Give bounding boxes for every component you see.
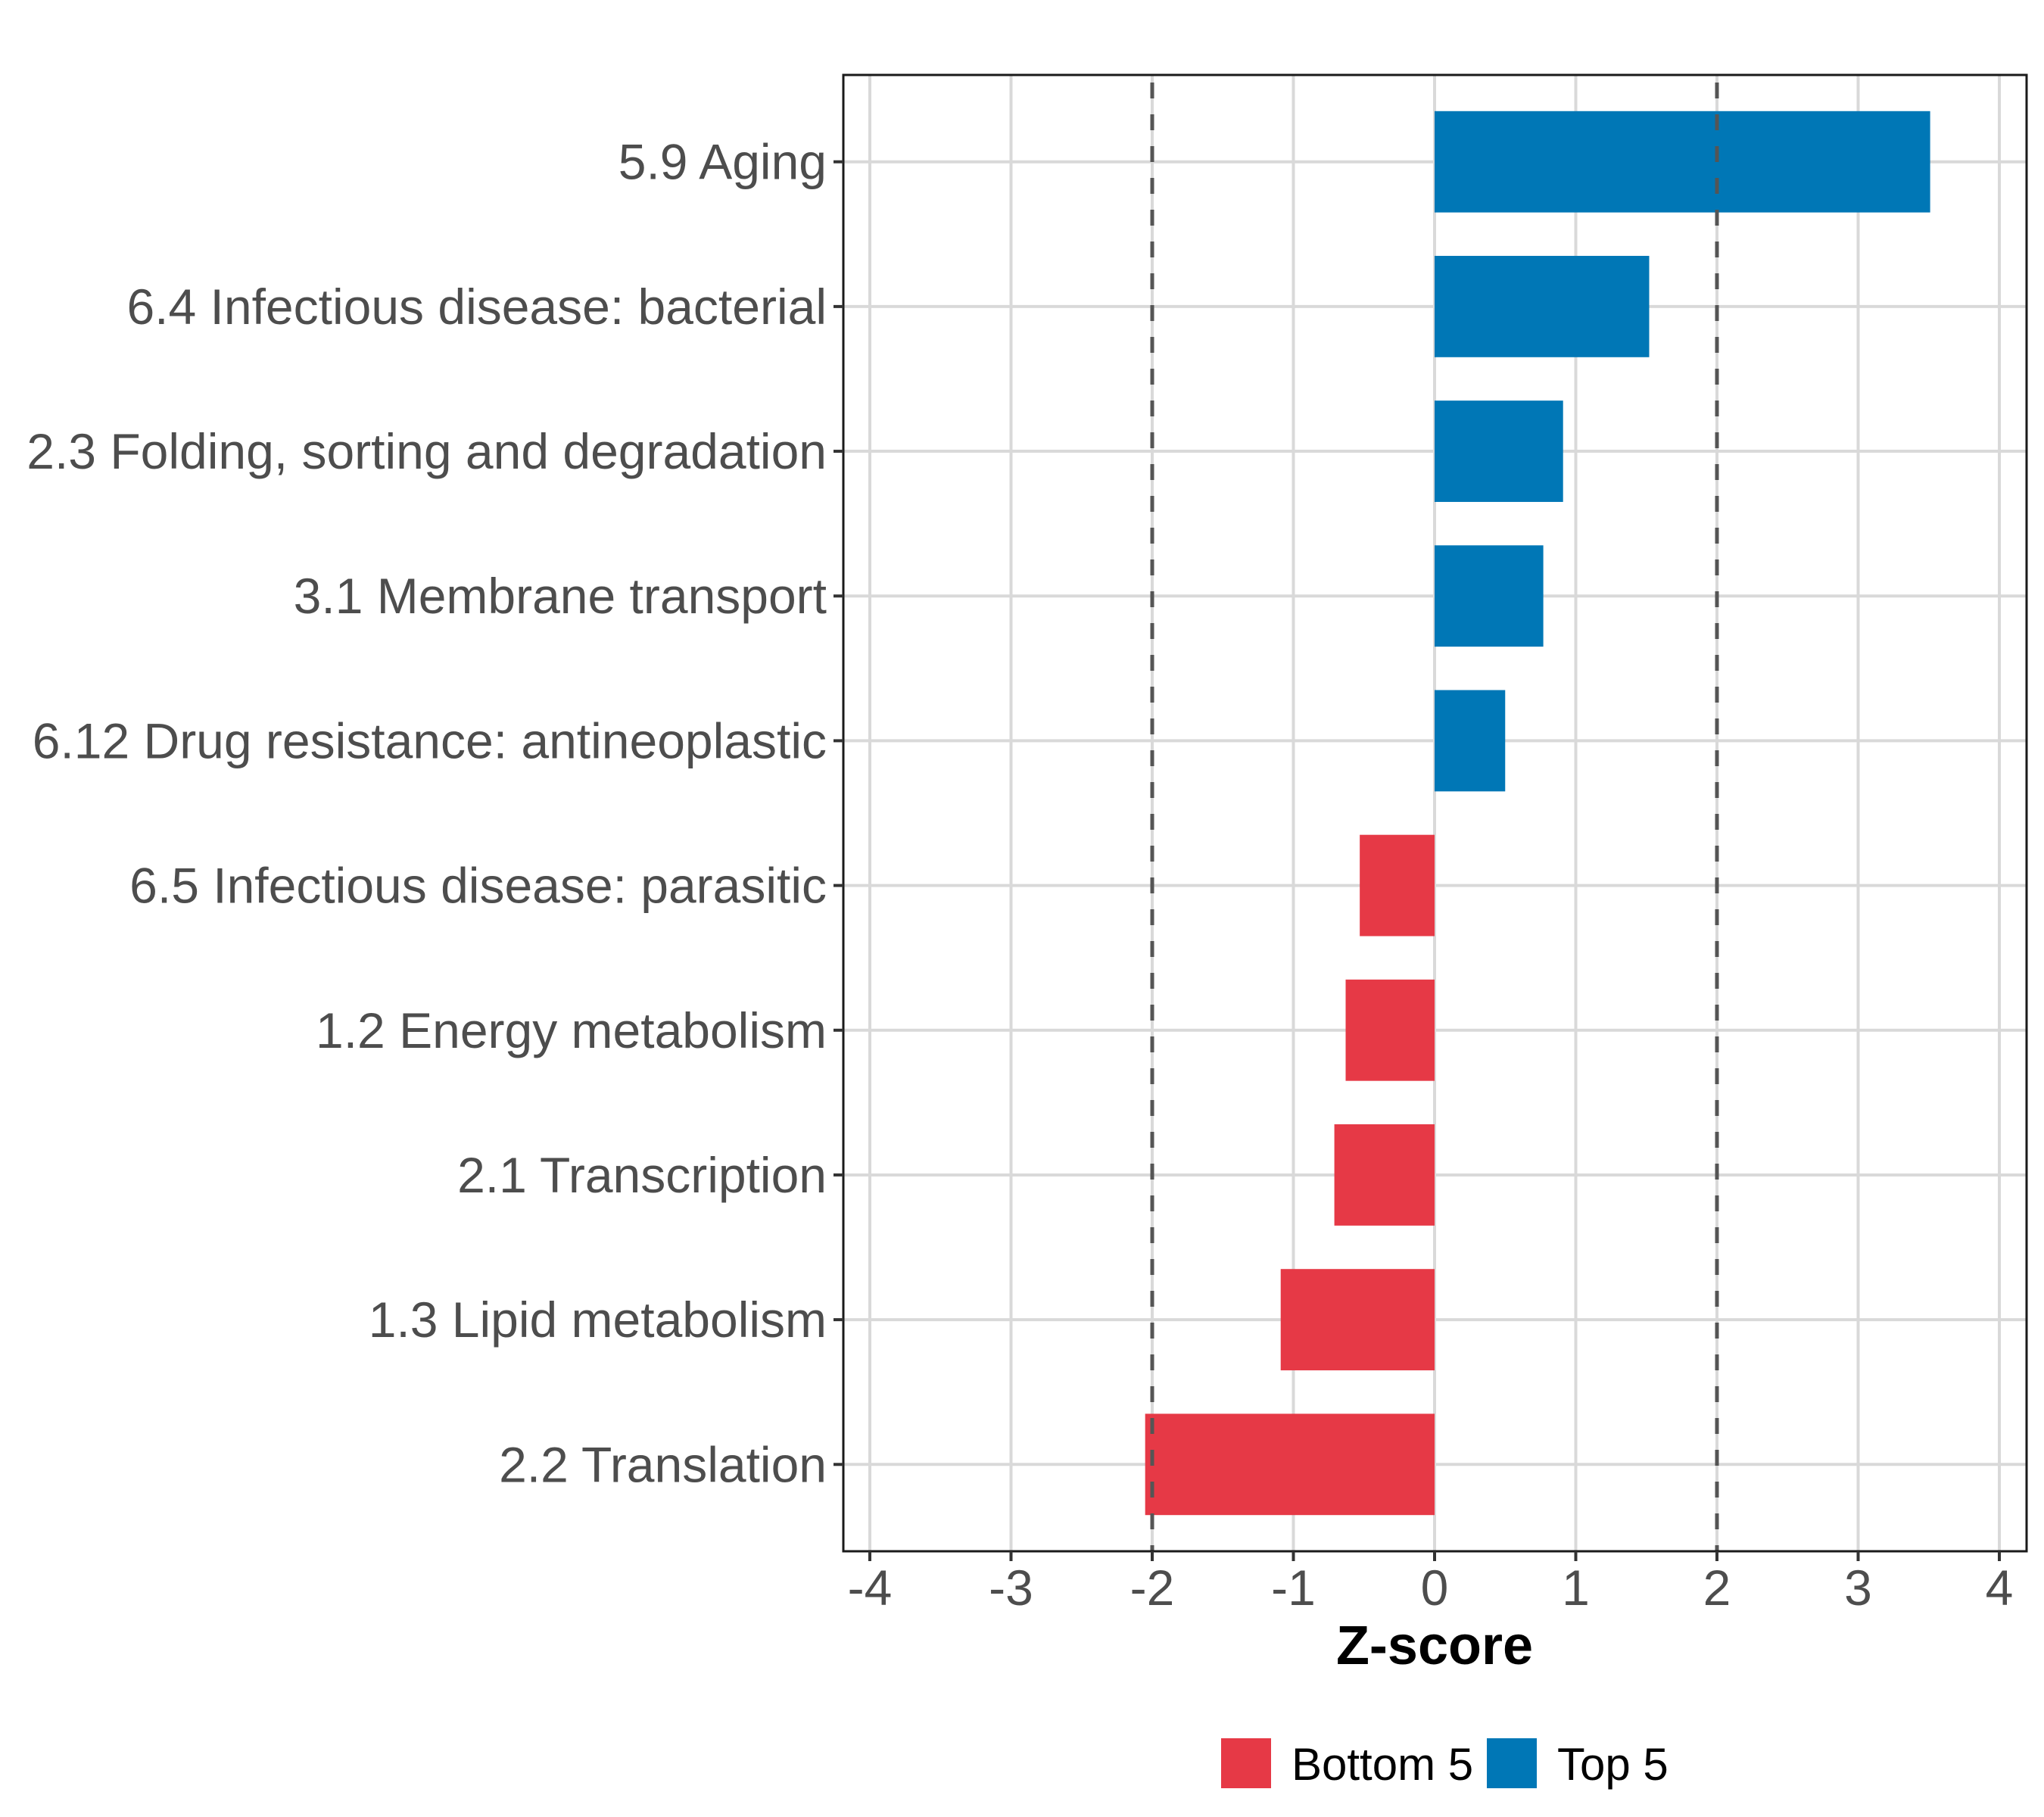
y-tick-label: 2.3 Folding, sorting and degradation — [26, 423, 827, 479]
y-tick-label: 1.2 Energy metabolism — [316, 1002, 827, 1058]
x-tick-label: -1 — [1271, 1560, 1316, 1616]
bar-bottom — [1345, 979, 1435, 1081]
bar-bottom — [1334, 1124, 1435, 1226]
legend-key-bottom — [1221, 1738, 1271, 1788]
x-tick-label: -4 — [848, 1560, 893, 1616]
x-tick-label: 4 — [1986, 1560, 2014, 1616]
y-tick-label: 1.3 Lipid metabolism — [369, 1292, 827, 1348]
y-tick-label: 6.4 Infectious disease: bacterial — [126, 279, 827, 335]
x-axis-title: Z-score — [1336, 1616, 1533, 1676]
y-tick-label: 2.1 Transcription — [457, 1147, 827, 1203]
y-tick-label: 3.1 Membrane transport — [294, 568, 827, 624]
bar-top — [1435, 400, 1563, 502]
x-tick-label: 0 — [1421, 1560, 1449, 1616]
y-tick-label: 6.12 Drug resistance: antineoplastic — [33, 712, 827, 768]
y-axis: 5.9 Aging 6.4 Infectious disease: bacteri… — [26, 134, 843, 1492]
legend: Bottom 5 Top 5 — [1221, 1738, 1669, 1790]
y-tick-label: 5.9 Aging — [618, 134, 827, 190]
x-tick-label: -3 — [989, 1560, 1033, 1616]
legend-label: Bottom 5 — [1292, 1739, 1473, 1790]
bar-top — [1435, 111, 1930, 213]
x-axis: -4 -3 -2 -1 0 1 2 3 4 — [848, 1551, 2014, 1616]
x-tick-label: 1 — [1562, 1560, 1590, 1616]
x-tick-label: -2 — [1130, 1560, 1175, 1616]
bar-top — [1435, 690, 1506, 792]
y-tick-label: 2.2 Translation — [499, 1436, 827, 1492]
x-tick-label: 2 — [1703, 1560, 1731, 1616]
bar-bottom — [1280, 1269, 1435, 1371]
bar-top — [1435, 255, 1650, 357]
legend-key-top — [1487, 1738, 1537, 1788]
bar-bottom — [1360, 834, 1435, 937]
bar-bottom — [1145, 1413, 1435, 1516]
reference-lines — [1150, 83, 1719, 1551]
x-tick-label: 3 — [1844, 1560, 1872, 1616]
bars — [1145, 111, 1930, 1516]
bar-top — [1435, 545, 1544, 647]
legend-label: Top 5 — [1557, 1739, 1669, 1790]
y-tick-label: 6.5 Infectious disease: parasitic — [129, 858, 827, 914]
